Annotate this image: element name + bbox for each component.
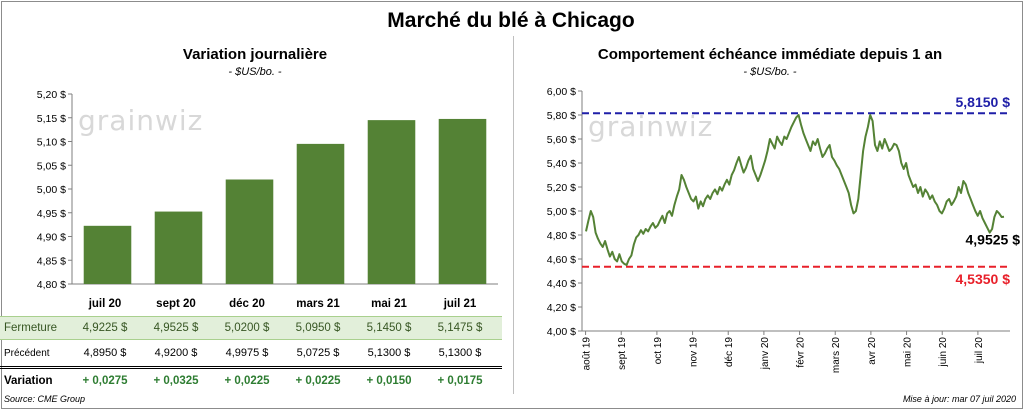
y-tick-label: 5,15 $ [37, 113, 66, 125]
y-tick-label: 4,85 $ [37, 255, 66, 267]
row-label: Variation [4, 375, 53, 387]
bar-chart: 4,80 $ 4,85 $ 4,90 $ 4,95 $ 5,00 $ 5,05 $ 5,10… [37, 89, 498, 291]
table-cell: 5,0725 $ [296, 347, 340, 359]
table-cell: 4,9200 $ [154, 347, 198, 359]
x-tick-label: sept 19 [617, 337, 628, 370]
bar [296, 143, 345, 284]
y-tick-label: 4,80 $ [37, 279, 66, 291]
bar [154, 211, 203, 284]
table-header: sept 20 [156, 298, 196, 310]
y-tick-label: 5,05 $ [37, 160, 66, 172]
watermark-right: grainwiz [588, 110, 714, 143]
y-tick-label: 5,00 $ [547, 206, 576, 218]
update-note: Mise à jour: mar 07 juil 2020 [902, 394, 1016, 404]
table-cell: 4,9525 $ [153, 322, 199, 334]
y-tick-label: 4,20 $ [547, 302, 576, 314]
panel-divider [513, 36, 514, 394]
y-tick-label: 5,20 $ [37, 89, 66, 101]
x-tick-label: août 19 [582, 337, 593, 371]
price-line [585, 114, 1005, 266]
table-cell: 5,0200 $ [224, 322, 270, 334]
x-tick-label: déc 19 [724, 337, 735, 367]
left-chart-title: Variation journalière [182, 46, 328, 63]
table-cell: 5,1300 $ [438, 347, 482, 359]
y-tick-label: 4,95 $ [37, 208, 66, 220]
y-tick-label: 5,40 $ [547, 158, 576, 170]
table-header-row: juil 20 sept 20 déc 20 mars 21 mai 21 ju… [0, 293, 502, 315]
right-chart-title: Comportement échéance immédiate depuis 1… [597, 46, 943, 63]
x-tick-label: avr 20 [867, 337, 878, 365]
y-tick-label: 4,90 $ [37, 232, 66, 244]
x-tick-label: mars 20 [831, 337, 842, 374]
x-tick-label: nov 19 [689, 337, 700, 367]
bar [225, 179, 274, 284]
table-cell: + 0,0325 [153, 375, 199, 387]
y-tick-label: 5,80 $ [547, 110, 576, 122]
x-tick-label: mai 20 [903, 337, 914, 367]
table-cell: 4,9225 $ [82, 322, 128, 334]
y-tick-label: 5,00 $ [37, 184, 66, 196]
last-value-label: 4,9525 $ [966, 232, 1021, 248]
table-header: mars 21 [296, 298, 340, 310]
table-row-close: Fermeture 4,9225 $ 4,9525 $ 5,0200 $ 5,0… [0, 316, 502, 340]
source-note: Source: CME Group [4, 394, 86, 404]
table-cell: 4,9975 $ [225, 347, 269, 359]
bar [83, 225, 132, 284]
y-tick-label: 5,60 $ [547, 134, 576, 146]
table-cell: + 0,0175 [437, 375, 483, 387]
y-tick-label: 6,00 $ [547, 86, 576, 98]
row-label: Fermeture [4, 322, 58, 334]
high-reference-label: 5,8150 $ [956, 94, 1011, 110]
table-row-variation: Variation + 0,0275 + 0,0325 + 0,0225 + 0… [0, 370, 502, 392]
y-tick-label: 5,10 $ [37, 137, 66, 149]
table-header: déc 20 [229, 298, 265, 310]
x-tick-label: oct 19 [653, 337, 664, 365]
table-row-previous: Précédent 4,8950 $ 4,9200 $ 4,9975 $ 5,0… [0, 342, 502, 364]
table-cell: + 0,0150 [366, 375, 412, 387]
page-title: Marché du blé à Chicago [387, 9, 635, 32]
table-divider [0, 366, 502, 369]
y-tick-label: 5,20 $ [547, 182, 576, 194]
y-tick-label: 4,40 $ [547, 278, 576, 290]
x-tick-label: juin 20 [938, 337, 949, 368]
y-tick-label: 4,60 $ [547, 254, 576, 266]
table-cell: 5,1475 $ [437, 322, 483, 334]
row-label: Précédent [4, 347, 50, 359]
bar [438, 118, 487, 284]
x-tick-label: juil 20 [974, 337, 985, 365]
watermark-left: grainwiz [78, 104, 204, 137]
table-header: mai 21 [371, 298, 407, 310]
left-chart-subtitle: - $US/bo. - [228, 66, 282, 78]
table-cell: 5,1450 $ [366, 322, 412, 334]
y-tick-label: 4,80 $ [547, 230, 576, 242]
x-tick-label: févr 20 [796, 337, 807, 368]
line-chart: 4,00 $ 4,20 $ 4,40 $ 4,60 $ 4,80 $ 5,00 $ 5,20… [547, 86, 1021, 374]
table-cell: 4,8950 $ [83, 347, 127, 359]
table-cell: 5,1300 $ [367, 347, 411, 359]
bar [367, 120, 416, 284]
table-cell: 5,0950 $ [295, 322, 341, 334]
y-tick-label: 4,00 $ [547, 326, 576, 338]
low-reference-label: 4,5350 $ [956, 271, 1011, 287]
table-header: juil 20 [88, 298, 122, 310]
table-cell: + 0,0225 [224, 375, 270, 387]
right-chart-subtitle: - $US/bo. - [743, 66, 797, 78]
table-cell: + 0,0225 [295, 375, 341, 387]
table-header: juil 21 [443, 298, 477, 310]
x-tick-label: janv 20 [760, 337, 771, 371]
table-cell: + 0,0275 [82, 375, 128, 387]
